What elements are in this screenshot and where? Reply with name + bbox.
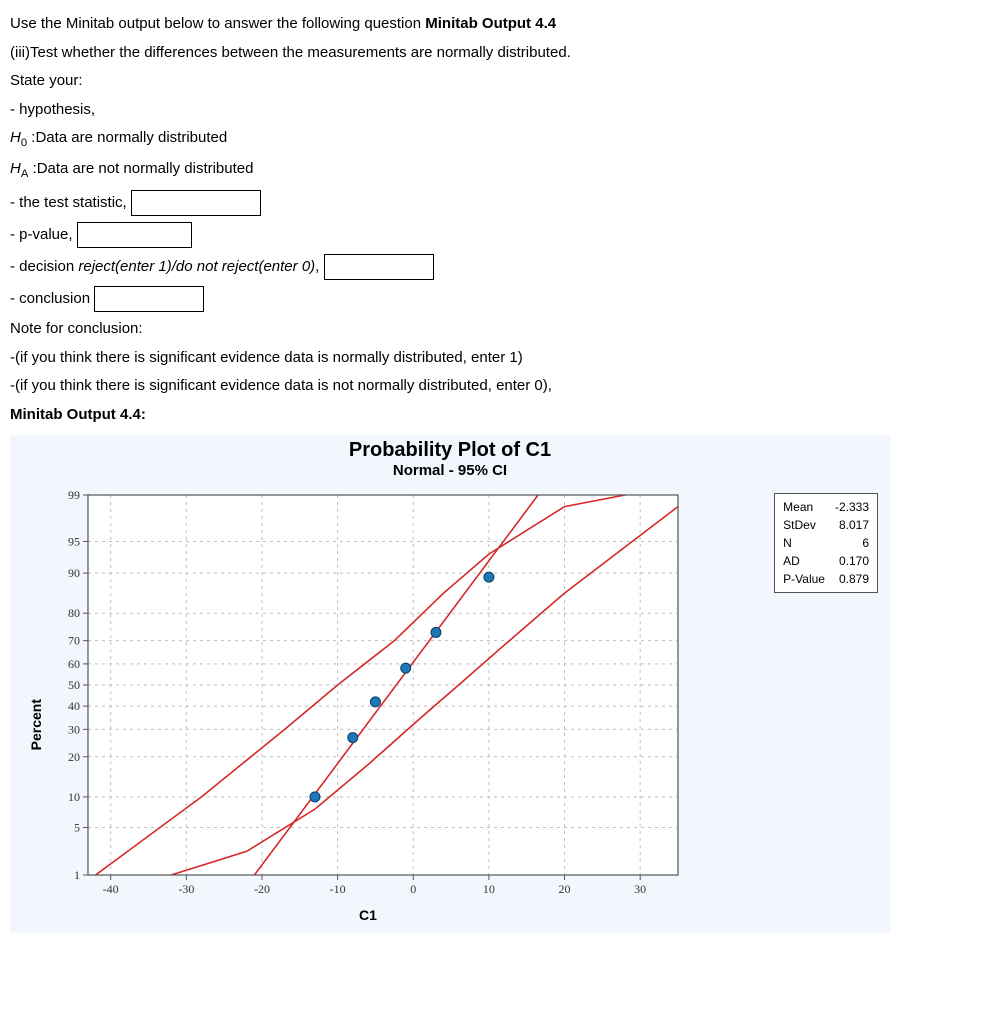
svg-text:-30: -30 bbox=[178, 882, 194, 896]
h0-text: :Data are normally distributed bbox=[27, 129, 227, 146]
svg-text:80: 80 bbox=[68, 607, 80, 621]
plot-row: Percent -40 -30 -20 -10 0 10 20 30 1 5 10 20 30 40 50 6… bbox=[10, 485, 890, 923]
conclusion-input[interactable] bbox=[94, 286, 204, 312]
ha-line: HA :Data are not normally distributed bbox=[10, 156, 984, 184]
test-statistic-input[interactable] bbox=[131, 190, 261, 216]
output-heading: Minitab Output 4.4: bbox=[10, 402, 984, 428]
statistics-box: Mean-2.333 StDev8.017 N6 AD0.170 P-Value… bbox=[774, 493, 878, 593]
intro-bold: Minitab Output 4.4 bbox=[425, 15, 556, 32]
test-stat-label: - the test statistic, bbox=[10, 194, 131, 211]
svg-text:40: 40 bbox=[68, 699, 80, 713]
intro-line: Use the Minitab output below to answer t… bbox=[10, 11, 984, 37]
plot-subtitle: Normal - 95% CI bbox=[10, 462, 890, 479]
question-block: Use the Minitab output below to answer t… bbox=[10, 11, 984, 427]
svg-text:50: 50 bbox=[68, 678, 80, 692]
decision-input[interactable] bbox=[324, 254, 434, 280]
svg-text:99: 99 bbox=[68, 488, 80, 502]
chart-wrapper: -40 -30 -20 -10 0 10 20 30 1 5 10 20 30 40 50 60 70 80 90 9… bbox=[48, 485, 688, 923]
decision-line: - decision reject(enter 1)/do not reject… bbox=[10, 254, 984, 280]
probability-plot-svg: -40 -30 -20 -10 0 10 20 30 1 5 10 20 30 40 50 60 70 80 90 9… bbox=[48, 485, 688, 905]
conclusion-label: - conclusion bbox=[10, 290, 94, 307]
plot-title: Probability Plot of C1 bbox=[10, 439, 890, 462]
conclusion-line: - conclusion bbox=[10, 286, 984, 312]
pvalue-input[interactable] bbox=[77, 222, 192, 248]
y-axis-label: Percent bbox=[28, 659, 44, 750]
note-line-1: -(if you think there is significant evid… bbox=[10, 345, 984, 371]
svg-text:0: 0 bbox=[410, 882, 416, 896]
stat-stdev: StDev8.017 bbox=[783, 516, 869, 534]
minitab-output: Probability Plot of C1 Normal - 95% CI P… bbox=[10, 435, 890, 933]
decision-prefix: - decision bbox=[10, 258, 78, 275]
stat-ad: AD0.170 bbox=[783, 552, 869, 570]
svg-text:10: 10 bbox=[68, 790, 80, 804]
decision-suffix: , bbox=[315, 258, 323, 275]
svg-text:1: 1 bbox=[74, 868, 80, 882]
hypothesis-label: - hypothesis, bbox=[10, 97, 984, 123]
part-iii: (iii)Test whether the differences betwee… bbox=[10, 40, 984, 66]
stat-n: N6 bbox=[783, 534, 869, 552]
stat-mean: Mean-2.333 bbox=[783, 498, 869, 516]
test-stat-line: - the test statistic, bbox=[10, 190, 984, 216]
pvalue-line: - p-value, bbox=[10, 222, 984, 248]
ha-text: :Data are not normally distributed bbox=[28, 160, 253, 177]
svg-text:5: 5 bbox=[74, 821, 80, 835]
svg-text:95: 95 bbox=[68, 535, 80, 549]
svg-text:30: 30 bbox=[634, 882, 646, 896]
h0-symbol: H0 bbox=[10, 129, 27, 146]
svg-text:90: 90 bbox=[68, 566, 80, 580]
svg-text:70: 70 bbox=[68, 634, 80, 648]
pvalue-label: - p-value, bbox=[10, 226, 77, 243]
svg-text:30: 30 bbox=[68, 723, 80, 737]
h0-line: H0 :Data are normally distributed bbox=[10, 125, 984, 153]
state-your: State your: bbox=[10, 68, 984, 94]
x-axis-label: C1 bbox=[48, 907, 688, 923]
svg-text:10: 10 bbox=[483, 882, 495, 896]
note-heading: Note for conclusion: bbox=[10, 316, 984, 342]
ha-symbol: HA bbox=[10, 160, 28, 177]
svg-text:20: 20 bbox=[559, 882, 571, 896]
svg-text:-20: -20 bbox=[254, 882, 270, 896]
note-line-2: -(if you think there is significant evid… bbox=[10, 373, 984, 399]
svg-text:-10: -10 bbox=[330, 882, 346, 896]
svg-text:60: 60 bbox=[68, 657, 80, 671]
svg-text:-40: -40 bbox=[103, 882, 119, 896]
svg-text:20: 20 bbox=[68, 750, 80, 764]
decision-italic: reject(enter 1)/do not reject(enter 0) bbox=[78, 258, 315, 275]
intro-prefix: Use the Minitab output below to answer t… bbox=[10, 15, 425, 32]
stat-pvalue: P-Value0.879 bbox=[783, 570, 869, 588]
